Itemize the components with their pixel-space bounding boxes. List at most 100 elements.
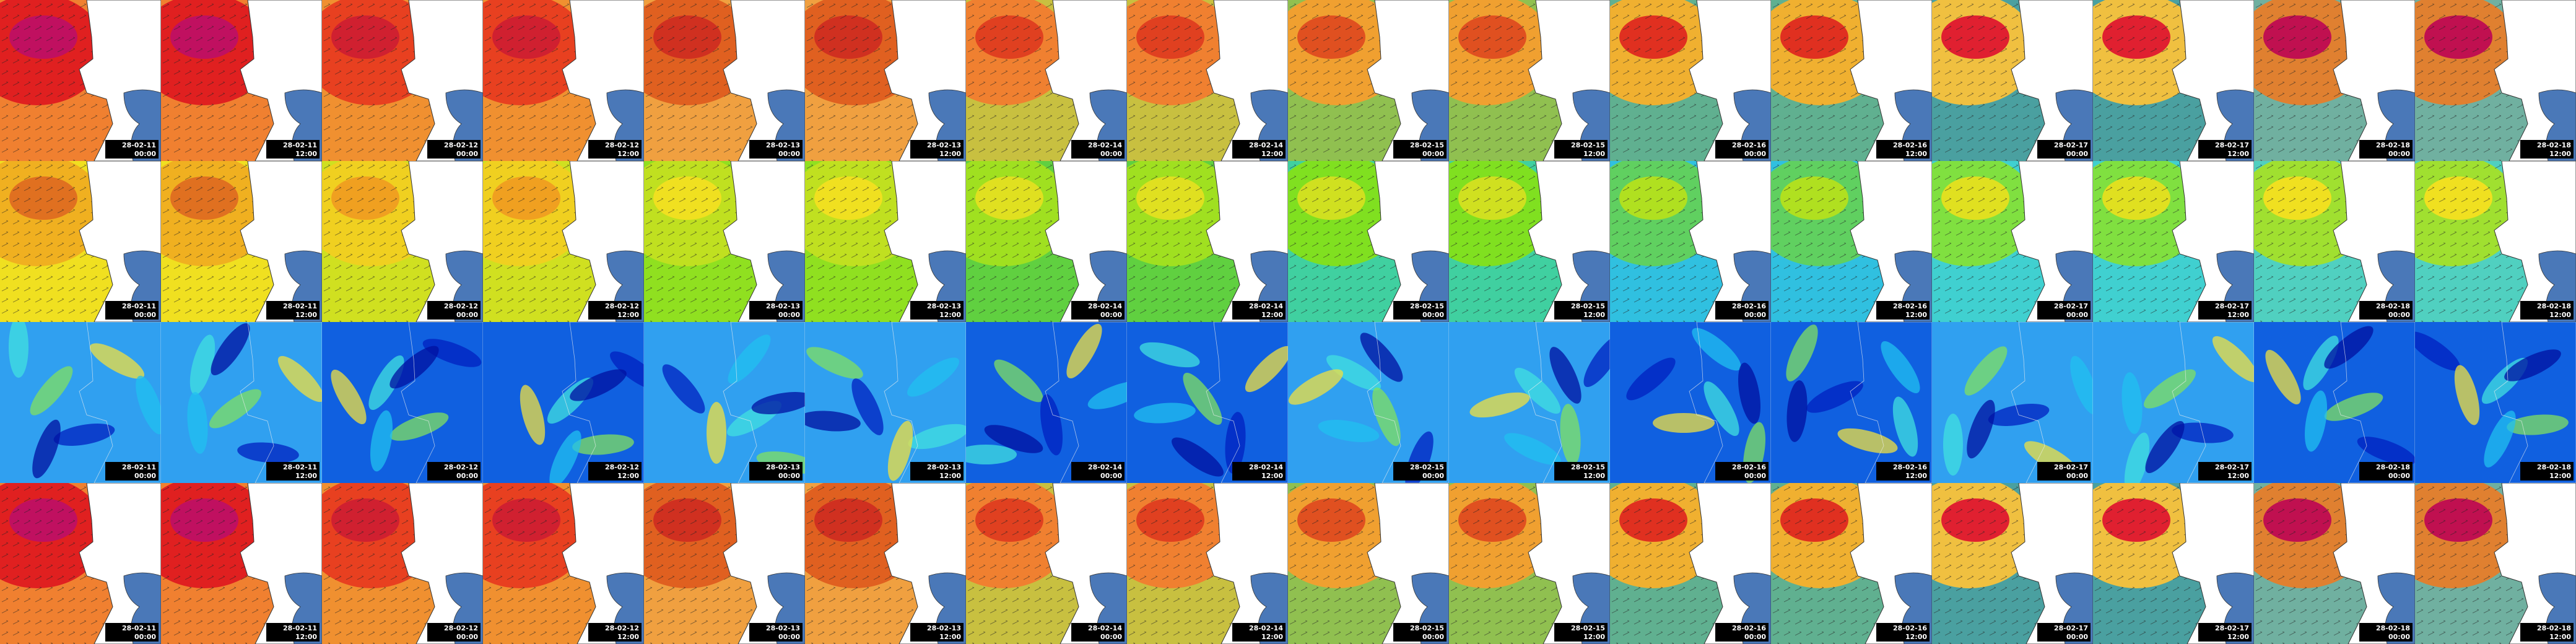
label-box <box>1071 140 1125 159</box>
jet-stream <box>2145 421 2185 473</box>
date-label: 28-02-15 <box>1571 302 1605 310</box>
date-label: 28-02-14 <box>1088 302 1122 310</box>
jet-stream <box>1806 381 1863 413</box>
label-box <box>749 140 803 159</box>
time-label: 00:00 <box>1100 150 1122 158</box>
label-box <box>1232 140 1286 159</box>
jet-stream <box>1549 347 1582 404</box>
time-label: 12:00 <box>617 311 639 319</box>
date-label: 28-02-11 <box>283 463 317 471</box>
time-label: 12:00 <box>2549 311 2571 319</box>
date-label: 28-02-17 <box>2054 302 2088 310</box>
date-label: 28-02-18 <box>2537 463 2571 471</box>
jet-stream <box>1360 333 1403 382</box>
jet-stream <box>1943 414 1963 476</box>
time-label: 00:00 <box>134 633 156 641</box>
jet-stream <box>572 434 634 455</box>
date-label: 28-02-13 <box>927 463 961 471</box>
label-box <box>1554 301 1608 320</box>
coastline <box>1206 322 1288 483</box>
label-box <box>1554 140 1608 159</box>
jet-stream <box>662 364 705 414</box>
time-label: 12:00 <box>1583 311 1605 319</box>
date-label: 28-02-16 <box>1893 463 1927 471</box>
label-box <box>1071 623 1125 642</box>
label-box <box>588 623 642 642</box>
jet-stream <box>32 419 61 479</box>
date-label: 28-02-11 <box>122 624 156 632</box>
label-box <box>2037 623 2091 642</box>
jet-stream <box>422 339 482 367</box>
date-label: 28-02-16 <box>1893 624 1927 632</box>
date-label: 28-02-11 <box>283 624 317 632</box>
time-label: 00:00 <box>2066 150 2088 158</box>
jet-stream <box>851 378 884 435</box>
label-box <box>1232 301 1286 320</box>
coastline <box>562 322 644 483</box>
label-box <box>2520 462 2574 481</box>
date-label: 28-02-17 <box>2054 141 2088 149</box>
time-label: 12:00 <box>617 472 639 480</box>
date-label: 28-02-11 <box>122 463 156 471</box>
date-label: 28-02-15 <box>1410 463 1444 471</box>
label-box <box>2359 301 2413 320</box>
coastline <box>1528 322 1610 483</box>
time-label: 00:00 <box>1744 472 1766 480</box>
time-label: 12:00 <box>295 633 317 641</box>
date-label: 28-02-12 <box>444 463 478 471</box>
time-label: 00:00 <box>1422 472 1444 480</box>
time-label: 00:00 <box>456 311 478 319</box>
label-box <box>2198 140 2252 159</box>
date-label: 28-02-15 <box>1571 141 1605 149</box>
label-box <box>749 623 803 642</box>
time-label: 00:00 <box>2388 472 2410 480</box>
jet-stream <box>2070 355 2093 415</box>
time-label: 00:00 <box>778 633 800 641</box>
jet-stream <box>1040 394 1063 456</box>
date-label: 28-02-16 <box>1893 302 1927 310</box>
coastline <box>1045 322 1127 483</box>
jet-stream <box>1514 367 1561 414</box>
label-box <box>588 462 642 481</box>
label-box <box>1876 140 1930 159</box>
jet-stream <box>1653 413 1715 433</box>
time-label: 00:00 <box>1744 633 1766 641</box>
jet-stream <box>1704 381 1739 437</box>
jet-stream <box>237 442 299 463</box>
jet-stream <box>1692 328 1741 371</box>
date-label: 28-02-11 <box>283 302 317 310</box>
time-label: 12:00 <box>2549 472 2571 480</box>
jet-stream <box>1583 335 1610 387</box>
time-label: 00:00 <box>2066 311 2088 319</box>
label-box <box>105 301 159 320</box>
time-label: 12:00 <box>617 150 639 158</box>
label-box <box>588 301 642 320</box>
jet-stream <box>136 375 161 435</box>
jet-stream <box>2454 365 2480 425</box>
date-label: 28-02-18 <box>2376 302 2410 310</box>
date-label: 28-02-16 <box>1732 624 1766 632</box>
jet-stream <box>1560 404 1581 466</box>
date-label: 28-02-12 <box>444 141 478 149</box>
time-label: 00:00 <box>134 150 156 158</box>
jet-stream <box>1626 357 1676 401</box>
